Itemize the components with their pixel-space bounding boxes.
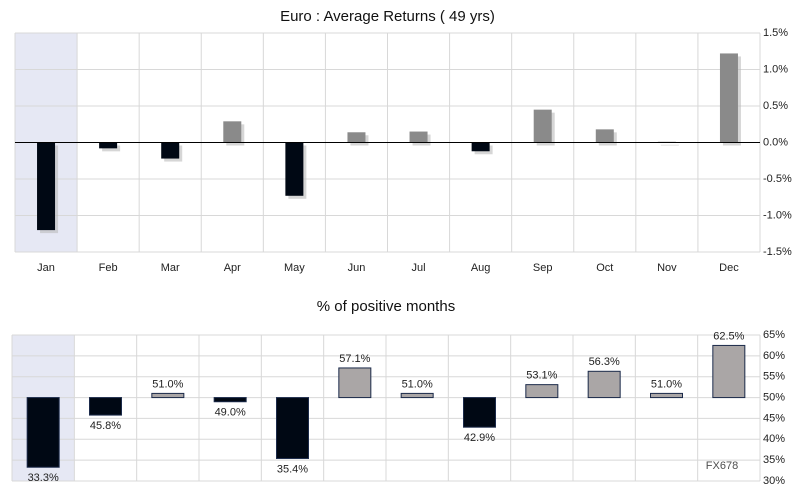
y-tick-label: 55% [763, 371, 785, 383]
x-tick-label: Feb [99, 262, 118, 274]
bar [276, 397, 309, 459]
y-tick-label: 45% [763, 412, 785, 424]
y-tick-label: 60% [763, 350, 785, 362]
bar [223, 121, 242, 143]
x-tick-label: Aug [471, 262, 491, 274]
bar [650, 392, 683, 399]
y-tick-label: -0.5% [763, 173, 792, 185]
x-tick-label: Sep [533, 262, 553, 274]
y-tick-label: -1.5% [763, 246, 792, 258]
y-tick-label: 65% [763, 329, 785, 341]
x-tick-label: Jan [37, 262, 55, 274]
value-label: 49.0% [215, 407, 246, 419]
bar [595, 129, 614, 143]
x-tick-label: Apr [224, 262, 241, 274]
y-tick-label: 35% [763, 454, 785, 466]
bar [161, 142, 180, 159]
value-label: 51.0% [651, 378, 682, 390]
bar [463, 397, 496, 428]
value-label: 42.9% [464, 432, 495, 444]
y-tick-label: 1.0% [763, 63, 788, 75]
bar [151, 392, 185, 399]
bar [99, 142, 118, 149]
x-tick-label: Nov [657, 262, 677, 274]
y-tick-label: -1.0% [763, 209, 792, 221]
bar [338, 367, 372, 399]
x-tick-label: Dec [719, 262, 739, 274]
bar [285, 142, 304, 196]
value-label: 57.1% [339, 353, 370, 365]
x-tick-label: Oct [596, 262, 613, 274]
x-tick-label: Jun [348, 262, 366, 274]
bar-shadow [660, 144, 679, 146]
bar [471, 142, 490, 152]
y-tick-label: 40% [763, 433, 785, 445]
chart-title: Euro : Average Returns ( 49 yrs) [280, 8, 495, 25]
bar-shadow [102, 145, 121, 152]
bar [533, 109, 552, 143]
bar [719, 53, 738, 143]
value-label: 35.4% [277, 463, 308, 475]
bar [37, 142, 56, 231]
y-tick-label: 30% [763, 475, 785, 487]
value-label: 51.0% [402, 378, 433, 390]
value-label: 51.0% [152, 378, 183, 390]
y-tick-label: 50% [763, 391, 785, 403]
bar [347, 132, 366, 143]
watermark: FX678 [706, 460, 738, 472]
y-tick-label: 0.0% [763, 136, 788, 148]
bar [26, 397, 60, 468]
bar [89, 397, 122, 416]
bar [400, 392, 434, 399]
y-tick-label: 0.5% [763, 100, 788, 112]
bar [525, 384, 559, 399]
x-tick-label: Mar [161, 262, 180, 274]
bar [213, 397, 247, 403]
value-label: 45.8% [90, 420, 121, 432]
value-label: 33.3% [28, 472, 59, 484]
x-tick-label: Jul [412, 262, 426, 274]
x-tick-label: May [284, 262, 305, 274]
value-label: 53.1% [526, 370, 557, 382]
chart-title: % of positive months [317, 298, 455, 315]
bar [587, 370, 621, 399]
value-label: 62.5% [713, 330, 744, 342]
value-label: 56.3% [589, 356, 620, 368]
y-tick-label: 1.5% [763, 27, 788, 39]
bar [712, 344, 746, 399]
bar [409, 131, 428, 143]
